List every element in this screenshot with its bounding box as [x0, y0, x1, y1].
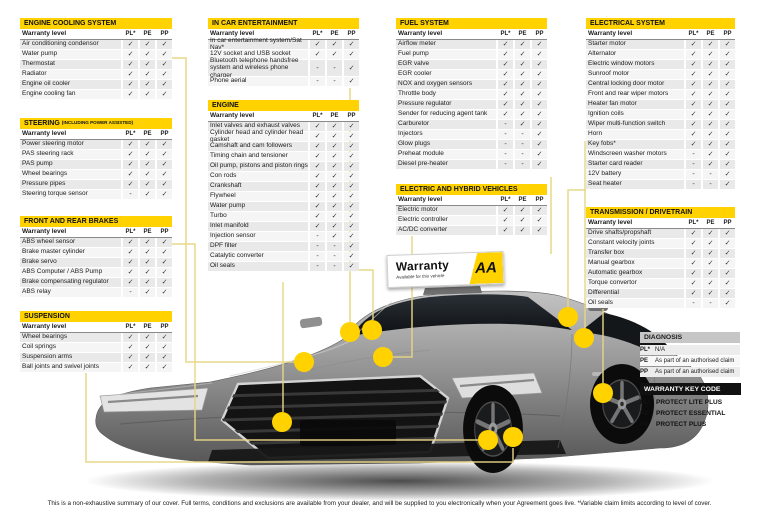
key-code: PL* [640, 347, 651, 353]
aa-logo-text: AA [474, 259, 498, 277]
diagnosis-row: PE As part of an authorised claim [640, 356, 740, 366]
roof-sign-text: Warranty Available for this vehicle [387, 253, 469, 287]
mirror-left [299, 316, 323, 329]
headlight-left [99, 387, 209, 413]
diagnosis-row: PL* N/A [640, 345, 740, 355]
windshield [352, 294, 572, 336]
diagnosis-box: DIAGNOSIS PL* N/A PE As part of an autho… [640, 332, 740, 378]
key-text: PROTECT ESSENTIAL [656, 410, 726, 417]
aa-logo: AA [468, 252, 503, 284]
key-text: PROTECT PLUS [656, 421, 707, 428]
roof-sign-base [423, 286, 482, 295]
diagnosis-row: PP As part of an authorised claim [640, 367, 740, 377]
callout-dot [272, 412, 292, 432]
door-seam [557, 333, 573, 449]
key-code-title: WARRANTY KEY CODE [640, 383, 741, 395]
callout-dot [574, 328, 594, 348]
sign-title: Warranty [395, 257, 450, 274]
key-text: PROTECT LITE PLUS [656, 399, 723, 406]
callout-dot [558, 307, 578, 327]
callout-dot [294, 352, 314, 372]
connector-lines [85, 57, 604, 463]
key-code: PE [640, 410, 649, 417]
key-code-row: PE PROTECT ESSENTIAL [640, 408, 741, 419]
key-text: As part of an authorised claim [655, 369, 735, 375]
front-wheel [463, 385, 523, 473]
callout-dots [272, 307, 613, 450]
key-code-row: PL* PROTECT LITE PLUS [640, 397, 741, 408]
callout-dot [503, 427, 523, 447]
disclaimer-text: This is a non-exhaustive summary of our … [47, 500, 712, 507]
callout-dot [373, 347, 393, 367]
key-code: PP [640, 421, 649, 428]
key-code: PE [640, 358, 649, 364]
key-code: PP [640, 369, 649, 375]
roof-sign: Warranty Available for this vehicle AA [386, 250, 505, 289]
callout-dot [340, 322, 360, 342]
key-code: PL* [640, 399, 651, 406]
callout-dot [478, 430, 498, 450]
callout-dot [362, 320, 382, 340]
warranty-key-code-box: WARRANTY KEY CODE PL* PROTECT LITE PLUS … [640, 383, 741, 430]
key-code-row: PP PROTECT PLUS [640, 419, 741, 430]
diagnosis-title: DIAGNOSIS [640, 332, 740, 343]
callout-dot [593, 383, 613, 403]
car-shadow [85, 461, 715, 501]
key-text: As part of an authorised claim [655, 358, 735, 364]
key-text: N/A [655, 347, 666, 353]
